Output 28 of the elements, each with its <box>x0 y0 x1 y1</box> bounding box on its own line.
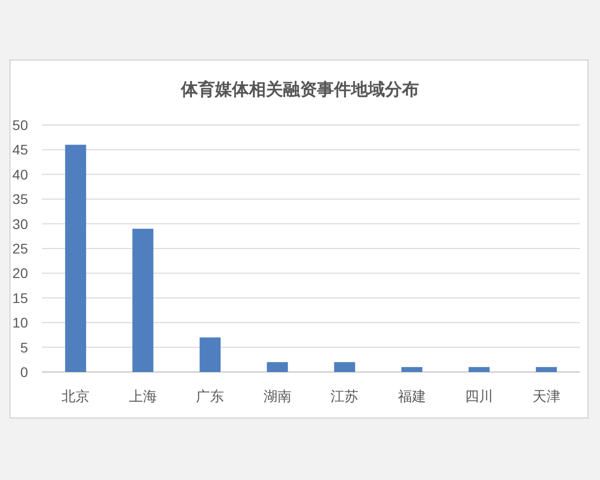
bar <box>401 367 422 372</box>
bar <box>266 362 288 372</box>
x-tick-label: 天津 <box>532 389 560 405</box>
bar <box>132 228 154 372</box>
y-tick-label: 35 <box>12 191 28 208</box>
x-tick-label: 上海 <box>128 389 157 405</box>
bar <box>200 337 221 372</box>
y-tick-label: 15 <box>12 290 28 306</box>
y-tick-label: 20 <box>12 265 28 282</box>
bar <box>65 144 86 372</box>
x-tick-label: 四川 <box>465 389 494 405</box>
bar <box>468 367 490 372</box>
x-tick-label: 北京 <box>62 389 90 405</box>
y-tick-label: 40 <box>12 166 28 182</box>
y-tick-label: 30 <box>12 216 28 232</box>
y-tick-label: 0 <box>20 364 28 380</box>
bar <box>334 362 356 372</box>
y-tick-label: 10 <box>12 314 28 331</box>
chart-title: 体育媒体相关融资事件地域分布 <box>180 79 419 100</box>
y-tick-label: 5 <box>20 339 28 356</box>
y-tick-label: 50 <box>12 117 28 133</box>
x-tick-label: 江苏 <box>330 389 359 405</box>
x-tick-label: 福建 <box>398 389 426 405</box>
x-tick-label: 湖南 <box>263 389 292 405</box>
y-tick-label: 25 <box>12 240 28 256</box>
x-tick-label: 广东 <box>196 389 224 405</box>
y-tick-label: 45 <box>12 142 28 158</box>
bar <box>536 367 557 372</box>
